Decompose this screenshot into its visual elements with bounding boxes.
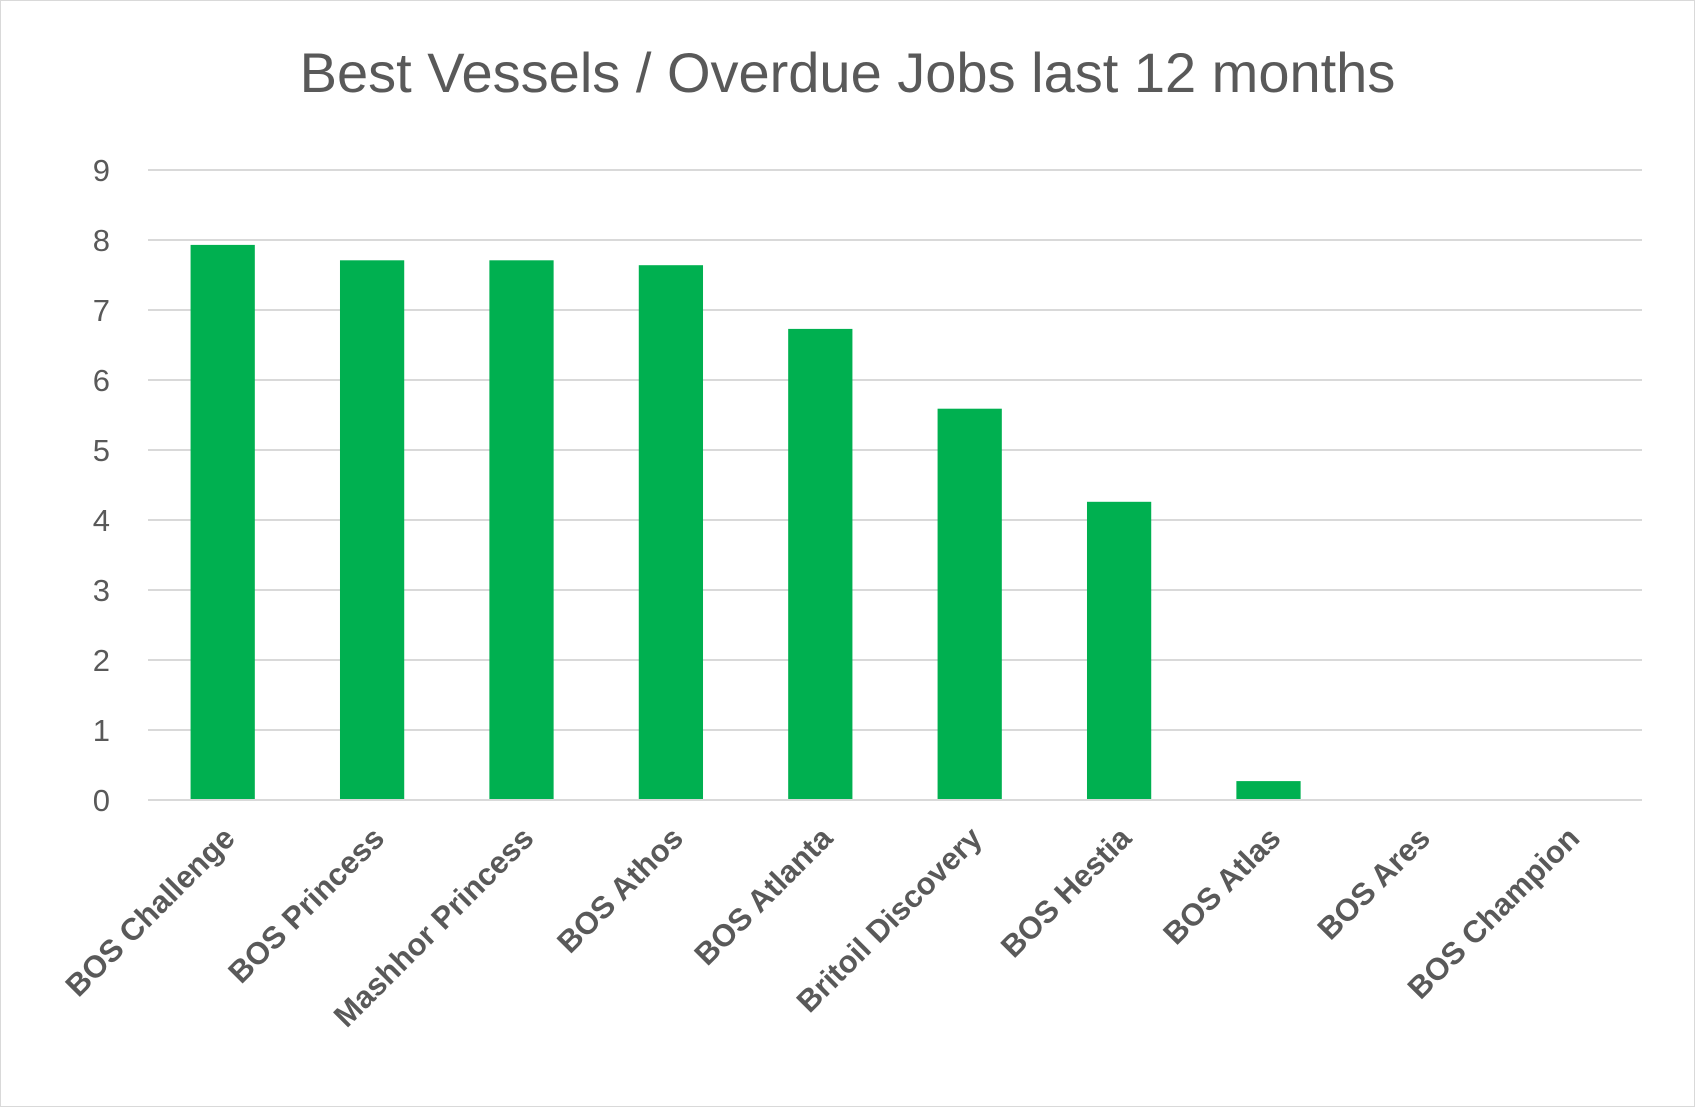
x-tick-label: BOS Hestia — [994, 820, 1139, 965]
x-tick-label: BOS Ares — [1311, 820, 1437, 946]
bar — [190, 244, 255, 800]
y-tick-label: 1 — [93, 713, 110, 748]
y-tick-label: 3 — [93, 573, 110, 608]
bar — [1086, 501, 1152, 800]
bar — [489, 260, 554, 800]
y-tick-label: 4 — [93, 503, 110, 538]
y-tick-label: 6 — [93, 363, 110, 398]
chart-title: Best Vessels / Overdue Jobs last 12 mont… — [299, 41, 1396, 104]
x-tick-label: BOS Atlanta — [687, 820, 839, 972]
y-tick-label: 2 — [93, 643, 110, 678]
y-tick-label: 8 — [93, 223, 110, 258]
bar — [788, 328, 853, 800]
y-tick-label: 0 — [93, 783, 110, 818]
x-tick-label: BOS Athos — [550, 820, 690, 960]
x-tick-label: BOS Challenge — [59, 820, 242, 1003]
bars — [190, 244, 1301, 800]
y-tick-label: 7 — [93, 293, 110, 328]
bar — [937, 408, 1002, 800]
x-tick-label: BOS Atlas — [1156, 820, 1287, 951]
y-tick-label: 9 — [93, 153, 110, 188]
bar — [638, 265, 704, 800]
y-tick-label: 5 — [93, 433, 110, 468]
bar — [1236, 781, 1301, 800]
x-tick-label: BOS Princess — [221, 820, 391, 990]
y-axis-ticks: 0 1 2 3 4 5 6 7 8 9 — [93, 153, 110, 818]
bar — [339, 260, 405, 800]
